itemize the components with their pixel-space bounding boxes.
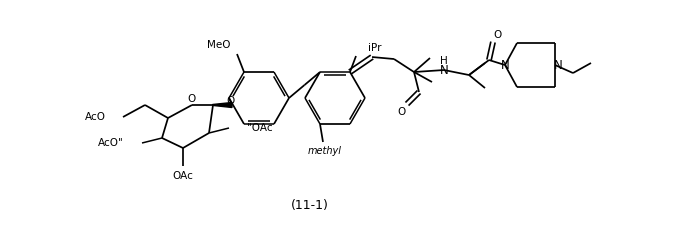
Text: (11-1): (11-1)	[291, 198, 329, 211]
Text: O: O	[493, 30, 501, 40]
Text: N: N	[500, 59, 510, 72]
Text: MeO: MeO	[206, 40, 230, 50]
Polygon shape	[212, 102, 232, 108]
Text: OAc: OAc	[173, 171, 194, 181]
Text: "OAc: "OAc	[247, 123, 273, 133]
Text: AcO: AcO	[85, 112, 106, 122]
Text: N: N	[440, 63, 448, 76]
Text: O: O	[226, 97, 235, 106]
Text: iPr: iPr	[368, 43, 382, 53]
Text: H: H	[440, 56, 448, 66]
Text: AcO": AcO"	[99, 138, 124, 148]
Text: N: N	[554, 59, 563, 72]
Text: methyl: methyl	[308, 146, 342, 156]
Text: O: O	[188, 94, 196, 104]
Text: O: O	[398, 107, 406, 117]
